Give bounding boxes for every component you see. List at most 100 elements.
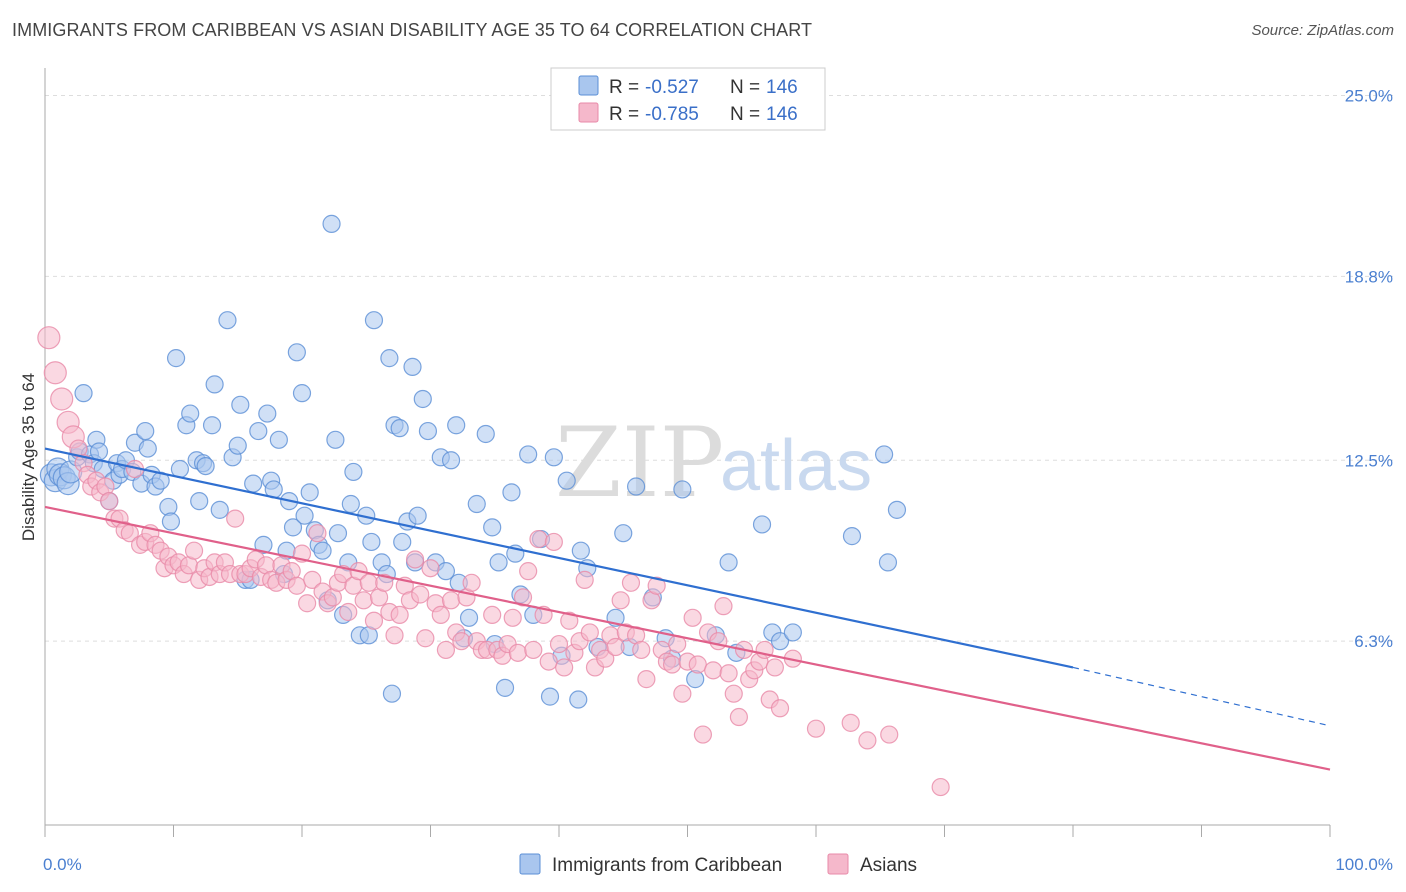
point-caribbean <box>519 445 538 464</box>
legend-r-label-2: R = <box>609 104 639 125</box>
point-caribbean <box>878 553 898 572</box>
point-caribbean <box>467 494 486 514</box>
point-caribbean <box>393 532 412 552</box>
bottom-legend-label-caribbean: Immigrants from Caribbean <box>552 855 782 876</box>
point-asians <box>390 605 409 625</box>
point-asians <box>405 550 425 569</box>
point-caribbean <box>89 442 109 461</box>
watermark-atlas: atlas <box>720 426 872 506</box>
point-caribbean <box>364 311 384 330</box>
point-caribbean <box>770 632 790 651</box>
point-asians <box>339 602 358 622</box>
point-asians <box>184 541 204 560</box>
point-caribbean <box>228 436 247 455</box>
point-caribbean <box>258 404 277 423</box>
point-caribbean <box>614 524 633 543</box>
point-caribbean <box>502 483 521 502</box>
point-asians <box>308 524 327 543</box>
point-caribbean <box>136 421 155 441</box>
point-caribbean <box>540 687 560 706</box>
legend-n-label-2: N = <box>730 104 760 125</box>
legend-bottom: Immigrants from Caribbean Asians <box>519 853 917 876</box>
point-caribbean <box>875 445 894 464</box>
point-asians <box>544 532 563 552</box>
point-asians <box>287 576 306 595</box>
trend-line-asians <box>44 505 1331 771</box>
bottom-legend-swatch-blue <box>519 853 541 875</box>
point-caribbean <box>626 477 646 496</box>
x-tick-label-min: 0.0% <box>43 855 82 874</box>
point-caribbean <box>483 518 502 537</box>
point-asians <box>673 684 692 703</box>
legend-r-value-1: -0.527 <box>645 77 699 98</box>
point-caribbean <box>344 462 363 482</box>
point-caribbean <box>887 500 907 519</box>
point-caribbean <box>181 404 200 423</box>
point-asians <box>364 611 384 630</box>
x-tick-label-max: 100.0% <box>1335 855 1393 874</box>
point-caribbean <box>269 430 288 449</box>
point-caribbean <box>418 421 438 441</box>
point-caribbean <box>74 384 93 403</box>
point-asians <box>858 731 877 750</box>
point-caribbean <box>413 389 432 409</box>
point-caribbean <box>210 500 229 519</box>
point-caribbean <box>205 375 224 394</box>
y-tick-label: 25.0% <box>1345 87 1393 106</box>
watermark: ZIP atlas <box>555 407 872 519</box>
point-caribbean <box>196 456 215 476</box>
point-asians <box>880 725 899 744</box>
point-asians <box>637 670 656 689</box>
point-asians <box>632 640 651 660</box>
point-asians <box>519 562 538 581</box>
point-asians <box>647 576 666 595</box>
point-caribbean <box>283 518 303 537</box>
point-asians <box>416 629 435 648</box>
point-caribbean <box>842 527 862 546</box>
point-caribbean <box>459 608 479 627</box>
point-asians <box>611 591 630 610</box>
point-caribbean <box>231 395 250 414</box>
point-asians <box>621 573 641 592</box>
legend-n-value-2: 146 <box>766 104 798 125</box>
point-asians <box>539 652 558 671</box>
point-asians <box>508 643 527 662</box>
point-asians <box>359 573 378 592</box>
point-caribbean <box>390 419 409 438</box>
point-asians <box>683 608 702 627</box>
y-tick-label: 6.3% <box>1354 632 1393 651</box>
point-asians <box>765 658 784 677</box>
y-tick-label: 12.5% <box>1345 451 1393 470</box>
point-caribbean <box>300 483 319 502</box>
point-asians <box>596 649 615 668</box>
point-asians <box>452 632 471 651</box>
point-caribbean <box>569 690 588 709</box>
point-caribbean <box>557 471 576 490</box>
point-caribbean <box>166 349 186 368</box>
legend-top: R = -0.527 N = 146 R = -0.785 N = 146 <box>550 67 826 131</box>
point-asians <box>693 725 713 744</box>
trend-line-caribbean <box>44 447 1074 669</box>
point-asians <box>724 684 743 703</box>
watermark-zip: ZIP <box>555 407 724 519</box>
point-asians <box>375 573 394 592</box>
point-asians <box>555 658 574 677</box>
point-caribbean <box>161 512 181 531</box>
point-caribbean <box>328 524 348 543</box>
point-asians <box>580 623 599 642</box>
point-asians <box>226 509 245 528</box>
point-caribbean <box>447 416 466 435</box>
source-label: Source: ZipAtlas.com <box>1251 22 1394 39</box>
point-caribbean <box>673 480 692 499</box>
point-asians <box>431 605 450 625</box>
point-caribbean <box>254 535 273 554</box>
point-caribbean <box>313 541 332 560</box>
legend-r-value-2: -0.785 <box>645 104 699 125</box>
point-asians <box>37 326 61 350</box>
point-caribbean <box>489 553 508 572</box>
point-caribbean <box>476 424 495 444</box>
y-tick-labels: 6.3% 12.5% 18.8% 25.0% <box>1345 87 1393 652</box>
chart-title: IMMIGRANTS FROM CARIBBEAN VS ASIAN DISAB… <box>12 20 813 40</box>
point-caribbean <box>403 357 422 376</box>
point-asians <box>931 777 950 797</box>
